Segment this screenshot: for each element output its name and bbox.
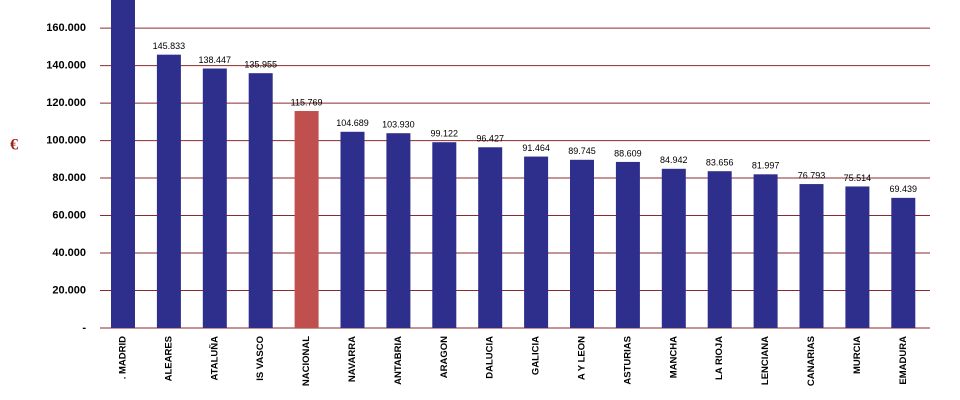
x-tick-label: EMADURA	[898, 336, 909, 385]
y-tick-label: 80.000	[52, 172, 86, 184]
value-label: 75.514	[844, 173, 872, 183]
bar	[294, 111, 319, 329]
value-label: 135.955	[244, 60, 277, 70]
x-tick-label: NACIONAL	[301, 336, 312, 386]
value-label: 81.997	[752, 161, 780, 171]
value-label: 138.447	[199, 55, 232, 65]
bar	[524, 156, 549, 328]
x-tick-label: IS VASCO	[255, 336, 266, 381]
bar	[891, 197, 916, 328]
x-tick-label: ATALUÑA	[209, 336, 220, 381]
value-label: 96.427	[476, 134, 504, 144]
y-tick-label: 60.000	[52, 209, 86, 221]
x-tick-label: A Y LEON	[577, 336, 588, 380]
x-tick-label: . MADRID	[118, 336, 129, 379]
x-tick-label: LENCIANA	[760, 336, 771, 385]
value-label: 84.942	[660, 155, 688, 165]
bar	[478, 147, 503, 328]
bar	[799, 184, 824, 328]
value-label: 104.689	[336, 118, 369, 128]
bar	[615, 161, 640, 328]
value-label: 115.769	[291, 97, 323, 107]
y-tick-label: 140.000	[46, 60, 86, 72]
bar	[386, 133, 411, 328]
y-tick-label: 120.000	[46, 97, 86, 109]
x-tick-label: GALICIA	[531, 336, 542, 375]
bar	[202, 68, 227, 328]
x-tick-label: MANCHA	[668, 336, 679, 378]
value-label: 88.609	[614, 148, 642, 158]
y-tick-label: 20.000	[52, 284, 86, 296]
value-label: 69.439	[890, 184, 918, 194]
bar	[661, 168, 686, 328]
bar	[432, 142, 457, 328]
x-tick-label: ANTABRIA	[393, 336, 404, 385]
value-label: 89.745	[568, 146, 596, 156]
bar	[156, 54, 181, 328]
x-tick-label: CANARIAS	[806, 336, 817, 386]
value-label: 99.122	[431, 129, 459, 139]
bar	[707, 171, 732, 328]
value-label: 83.656	[706, 158, 734, 168]
y-tick-label: 40.000	[52, 247, 86, 259]
x-tick-label: ARAGON	[439, 336, 450, 378]
y-tick-label: 160.000	[46, 22, 86, 34]
value-label: 103.930	[382, 120, 415, 130]
x-tick-label: LA RIOJA	[714, 336, 725, 380]
value-label: 145.833	[153, 41, 186, 51]
bar	[845, 186, 870, 328]
value-label: 76.793	[798, 170, 826, 180]
x-tick-label: ALEARES	[163, 336, 174, 381]
y-tick-label: 100.000	[46, 134, 86, 146]
y-axis-label: €	[10, 137, 18, 154]
bar	[111, 0, 135, 329]
bar	[248, 73, 273, 328]
bar	[340, 131, 365, 328]
x-tick-label: ASTURIAS	[622, 336, 633, 385]
x-tick-label: NAVARRA	[347, 336, 358, 382]
x-tick-label: DALUCIA	[485, 336, 496, 379]
x-tick-label: MURCIA	[852, 336, 863, 374]
bar	[570, 159, 594, 328]
y-tick-label: -	[82, 322, 86, 334]
bar	[753, 174, 778, 328]
value-label: 91.464	[522, 143, 550, 153]
